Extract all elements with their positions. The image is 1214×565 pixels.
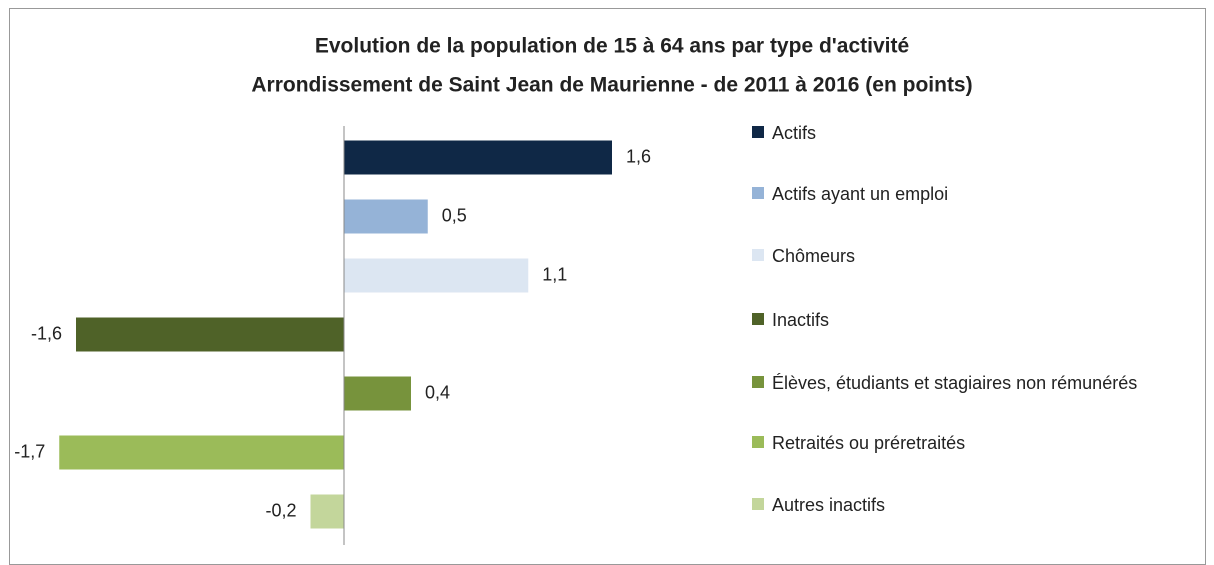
data-label: 1,1	[542, 264, 567, 284]
data-label: -0,2	[265, 500, 296, 520]
data-label: -1,6	[31, 323, 62, 343]
legend-entry: Actifs	[752, 121, 1152, 146]
legend-label: Autres inactifs	[772, 495, 886, 515]
legend-swatch	[752, 376, 764, 388]
legend-swatch	[752, 498, 764, 510]
bar	[344, 199, 428, 234]
legend-entry: Élèves, étudiants et stagiaires non rému…	[752, 371, 1152, 396]
legend-label: Élèves, étudiants et stagiaires non rému…	[772, 373, 1138, 393]
legend-entry: Inactifs	[752, 308, 1152, 333]
chart-subtitle: Arrondissement de Saint Jean de Maurienn…	[251, 74, 972, 97]
bar	[344, 140, 612, 175]
legend-entry: Retraités ou préretraités	[752, 431, 1152, 456]
legend-label: Retraités ou préretraités	[772, 433, 966, 453]
bar	[59, 435, 344, 470]
data-label: 0,5	[442, 205, 467, 225]
legend-swatch	[752, 313, 764, 325]
bar	[344, 258, 529, 293]
chart-title: Evolution de la population de 15 à 64 an…	[315, 35, 909, 58]
legend-swatch	[752, 126, 764, 138]
legend-label: Chômeurs	[772, 246, 856, 266]
data-label: 1,6	[626, 146, 651, 166]
bar	[344, 376, 411, 411]
bar	[76, 317, 344, 352]
legend-swatch	[752, 187, 764, 199]
legend-label: Actifs ayant un emploi	[772, 184, 949, 204]
legend-label: Inactifs	[772, 310, 830, 330]
legend-swatch	[752, 436, 764, 448]
data-label: 0,4	[425, 382, 450, 402]
bar	[310, 494, 344, 529]
legend-label: Actifs	[772, 123, 817, 143]
legend-entry: Chômeurs	[752, 244, 1152, 269]
legend-swatch	[752, 249, 764, 261]
data-label: -1,7	[14, 441, 45, 461]
legend-entry: Autres inactifs	[752, 493, 1152, 518]
legend-entry: Actifs ayant un emploi	[752, 182, 1152, 207]
